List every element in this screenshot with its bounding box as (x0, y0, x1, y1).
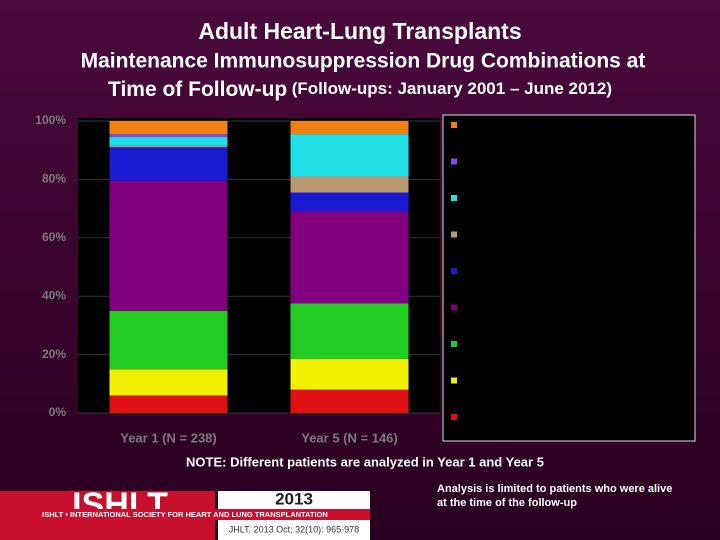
footnote: Analysis is limited to patients who were… (437, 483, 673, 509)
legend-swatch (451, 341, 457, 347)
x-tick-label: Year 1 (N = 238) (120, 430, 216, 445)
bar-segment (109, 134, 228, 138)
bar-segment (109, 121, 228, 135)
legend-swatch (451, 268, 457, 274)
year: 2013 (275, 489, 313, 508)
footnote-box: Analysis is limited to patients who were… (437, 483, 673, 509)
chart-title: Adult Heart-Lung Transplants (198, 18, 521, 44)
legend-swatch (451, 414, 457, 420)
bar-segment (109, 145, 228, 148)
bar-segment (290, 134, 409, 177)
legend-box (442, 114, 696, 442)
year-box (218, 491, 370, 509)
bar-segment (290, 176, 409, 193)
chart-subtitle-line: Time of Follow-up (Follow-ups: January 2… (108, 78, 612, 101)
logo-band (0, 509, 370, 520)
bar-segment (109, 310, 228, 370)
legend-swatch (451, 158, 457, 165)
bar-segment (109, 137, 228, 146)
legend-swatch (451, 304, 457, 311)
bar-segment (290, 358, 409, 390)
y-tick-label: 0% (49, 405, 67, 419)
bar-segment (290, 303, 409, 359)
legend-swatch (451, 377, 457, 384)
citation: JHLT. 2013 Oct; 32(10): 965-978 (229, 524, 359, 534)
bar-segment (290, 211, 409, 304)
bar-segment (290, 192, 409, 212)
bar-segment (109, 147, 228, 181)
note: NOTE: Different patients are analyzed in… (186, 454, 544, 469)
y-tick-label: 60% (42, 230, 66, 244)
bar-segment (109, 180, 228, 311)
bar-segment (290, 121, 409, 135)
y-tick-label: 40% (42, 288, 66, 302)
y-tick-label: 20% (42, 347, 66, 361)
legend-swatch (451, 231, 457, 238)
bar-segment (290, 389, 409, 413)
bar-segment (109, 395, 228, 413)
bar-segment (109, 369, 228, 396)
citation-box (218, 520, 370, 540)
legend-swatch (451, 195, 457, 201)
society: ISHLT • INTERNATIONAL SOCIETY FOR HEART … (42, 510, 328, 519)
y-tick-label: 100% (35, 113, 66, 127)
subtitle-period: (Follow-ups: January 2001 – June 2012) (292, 79, 612, 98)
legend-swatch (451, 122, 457, 128)
subtitle-line2: Time of Follow-up (108, 78, 287, 101)
chart-subtitle: Maintenance Immunosuppression Drug Combi… (81, 50, 646, 73)
y-tick-label: 80% (42, 172, 66, 186)
x-tick-label: Year 5 (N = 146) (301, 430, 397, 445)
